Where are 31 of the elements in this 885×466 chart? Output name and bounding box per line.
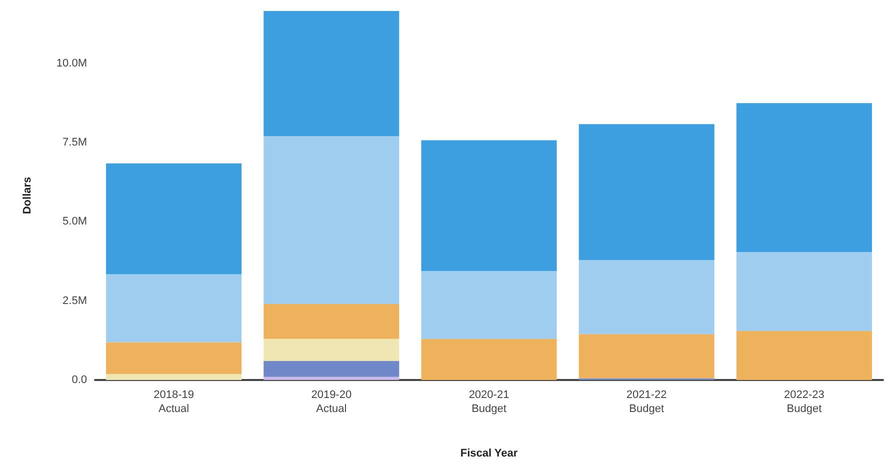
bar [106,163,242,274]
y-tick-label: 10.0M [56,57,87,70]
bar [264,136,400,304]
y-tick-label: 7.5M [62,136,87,148]
bar [264,360,400,377]
bar [106,342,242,374]
x-tick-label: 2018-19 Actual [154,389,194,415]
bar [736,330,872,380]
bar [264,376,400,380]
y-tick-label: 0.0 [72,374,87,386]
bar [106,274,242,342]
bar [736,252,872,331]
bar [578,334,714,378]
bar [421,140,557,272]
x-tick-label: 2021-22 Budget [626,389,667,415]
bar [578,260,714,334]
bar [421,271,557,339]
y-tick-label: 5.0M [62,216,87,228]
x-tick-label: 2019-20 Actual [311,389,352,415]
x-axis-title: Fiscal Year [460,448,518,460]
bar [736,103,872,252]
bar [421,338,557,380]
bar [106,374,242,380]
x-tick-label: 2020-21 Budget [468,389,510,415]
bar [264,11,400,136]
bar [264,338,400,361]
y-axis-title: Dollars [22,176,34,214]
bar [264,304,400,339]
bar [578,124,714,260]
x-tick-label: 2022-23 Budget [784,389,824,415]
y-tick-label: 2.5M [62,294,87,307]
